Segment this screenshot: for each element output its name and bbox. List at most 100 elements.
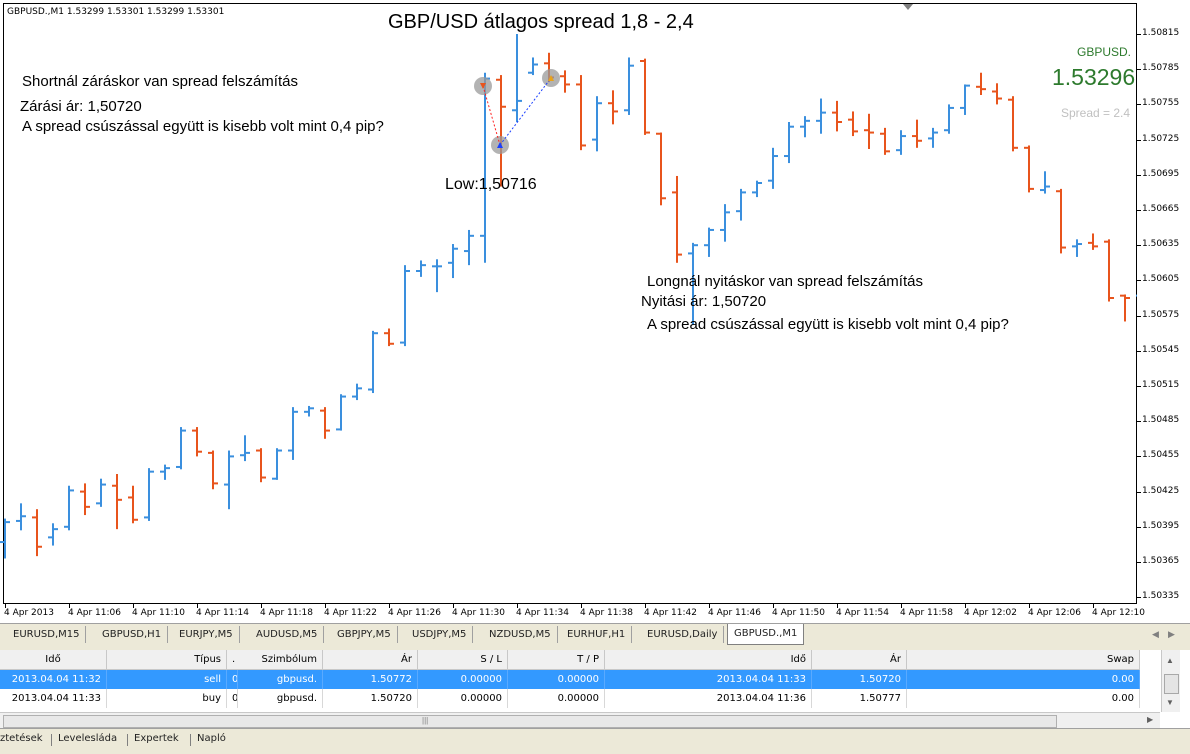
ohlc-bar: [64, 485, 74, 531]
long-annotation-line1: Longnál nyitáskor van spread felszámítás: [647, 273, 923, 290]
ohlc-bar: [848, 111, 858, 137]
ohlc-bar: [640, 58, 650, 135]
table-cell: gbpusd.: [235, 670, 323, 689]
table-cell: 1.50720: [323, 689, 418, 708]
column-header[interactable]: Típus: [107, 650, 227, 670]
ohlc-bar: [288, 407, 298, 460]
time-label: 4 Apr 11:38: [580, 608, 633, 618]
price-tick: [1137, 597, 1141, 599]
price-label: 1.50755: [1142, 98, 1180, 109]
time-tick: [261, 604, 262, 608]
table-row[interactable]: 2013.04.04 11:32sell0...gbpusd.1.507720.…: [0, 670, 1140, 689]
chart-area[interactable]: GBPUSD.,M1 1.53299 1.53301 1.53299 1.533…: [0, 0, 1190, 623]
price-label: 1.50515: [1142, 380, 1180, 390]
symbol-tabs-bar: EURUSD,M15 GBPUSD,H1 EURJPY,M5 AUDUSD,M5 GBP…: [0, 623, 1190, 645]
buy-arrow-icon: [497, 142, 503, 148]
price-label: 1.50425: [1142, 485, 1180, 496]
symbol-tab[interactable]: AUDUSD,M5: [250, 626, 325, 643]
ohlc-bar: [1024, 145, 1034, 193]
hscroll-right-icon[interactable]: ▶: [1147, 715, 1154, 724]
price-label: 1.50785: [1142, 63, 1180, 74]
tabs-scroll-left-icon[interactable]: ◀: [1152, 629, 1159, 639]
splitter[interactable]: [0, 645, 1190, 650]
terminal-tab[interactable]: Napló: [197, 733, 226, 744]
symbol-tab[interactable]: GBPUSD,H1: [96, 626, 169, 643]
time-tick: [645, 604, 646, 608]
spread-label: Spread = 2.4: [1061, 106, 1131, 120]
ohlc-bar: [864, 113, 874, 149]
terminal-tab[interactable]: Expertek: [134, 733, 179, 744]
table-cell: 0.00: [907, 689, 1140, 708]
scroll-up-icon[interactable]: ▲: [1166, 656, 1174, 665]
window-menu-icon[interactable]: [903, 4, 913, 10]
ohlc-bar: [928, 127, 938, 148]
price-tick: [1137, 280, 1141, 282]
price-tick: [1137, 104, 1141, 106]
column-header[interactable]: Idő: [605, 650, 812, 670]
price-tick: [1137, 456, 1141, 458]
long-annotation-line2: Nyitási ár: 1,50720: [641, 293, 767, 310]
ohlc-bar: [160, 464, 170, 480]
ohlc-bar: [368, 330, 378, 394]
ohlc-bar: [80, 483, 90, 516]
price-label: 1.50575: [1142, 309, 1180, 320]
symbol-tab[interactable]: NZDUSD,M5: [483, 626, 558, 643]
ohlc-bar: [768, 147, 778, 189]
time-tick: [901, 604, 902, 608]
buy-trade-line: [499, 77, 552, 146]
symbol-tab[interactable]: GBPJPY,M5: [331, 626, 398, 643]
price-label: 1.50635: [1142, 239, 1180, 250]
time-tick: [197, 604, 198, 608]
symbol-tab[interactable]: EURHUF,H1: [561, 626, 633, 643]
ohlc-bar: [1008, 96, 1018, 152]
price-label: 1.50605: [1142, 274, 1180, 285]
column-header[interactable]: Szimbólum: [235, 650, 323, 670]
price-tick: [1137, 139, 1141, 141]
price-label: 1.50665: [1142, 204, 1180, 214]
scroll-down-icon[interactable]: ▼: [1166, 698, 1174, 707]
ohlc-bar: [1072, 239, 1082, 257]
vertical-scrollbar[interactable]: ▲ ▼: [1161, 650, 1180, 712]
ohlc-bar: [576, 75, 586, 151]
column-header[interactable]: Ár: [323, 650, 418, 670]
column-header[interactable]: S / L: [418, 650, 508, 670]
terminal-tab[interactable]: Levelesláda: [58, 733, 118, 744]
time-label: 4 Apr 11:18: [260, 608, 313, 618]
ohlc-bar: [304, 405, 314, 417]
trade-markers: [474, 69, 560, 154]
hscroll-thumb[interactable]: |||: [3, 715, 1057, 728]
symbol-tab[interactable]: EURUSD,Daily: [641, 626, 725, 643]
column-header[interactable]: Swap: [907, 650, 1140, 670]
time-tick: [1093, 604, 1094, 608]
short-annotation-line3: A spread csúszással együtt is kisebb vol…: [22, 118, 384, 135]
ohlc-bar: [688, 242, 698, 325]
tabs-scroll-right-icon[interactable]: ▶: [1168, 629, 1175, 639]
column-header[interactable]: T / P: [508, 650, 605, 670]
ohlc-bar: [112, 474, 122, 530]
ohlc-bar: [880, 127, 890, 155]
price-label: 1.50545: [1142, 344, 1180, 355]
ohlc-bar: [608, 90, 618, 125]
ohlc-bar: [1120, 294, 1130, 322]
ohlc-bar: [960, 84, 970, 115]
table-row[interactable]: 2013.04.04 11:33buy0...gbpusd.1.507200.0…: [0, 689, 1140, 708]
price-label: 1.50365: [1142, 556, 1180, 566]
ohlc-bar: [592, 96, 602, 152]
scroll-thumb[interactable]: [1164, 674, 1179, 694]
symbol-tab[interactable]: GBPUSD.,M1: [727, 624, 805, 645]
ohlc-bar: [0, 518, 10, 559]
horizontal-scrollbar[interactable]: ||| ▶: [0, 712, 1160, 728]
column-header[interactable]: Ár: [812, 650, 907, 670]
ohlc-bar: [704, 227, 714, 257]
symbol-tab[interactable]: EURUSD,M15: [7, 626, 87, 643]
symbol-tab[interactable]: EURJPY,M5: [173, 626, 240, 643]
ohlc-bar: [1056, 188, 1066, 254]
terminal-tab[interactable]: ztetések: [0, 733, 43, 744]
ohlc-bar: [1104, 239, 1114, 302]
symbol-tab[interactable]: USDJPY,M5: [406, 626, 474, 643]
low-annotation: Low:1,50716: [445, 176, 537, 193]
column-header[interactable]: Idő: [0, 650, 107, 670]
time-tick: [325, 604, 326, 608]
ohlc-bar: [832, 100, 842, 132]
price-label: 1.50395: [1142, 520, 1180, 531]
